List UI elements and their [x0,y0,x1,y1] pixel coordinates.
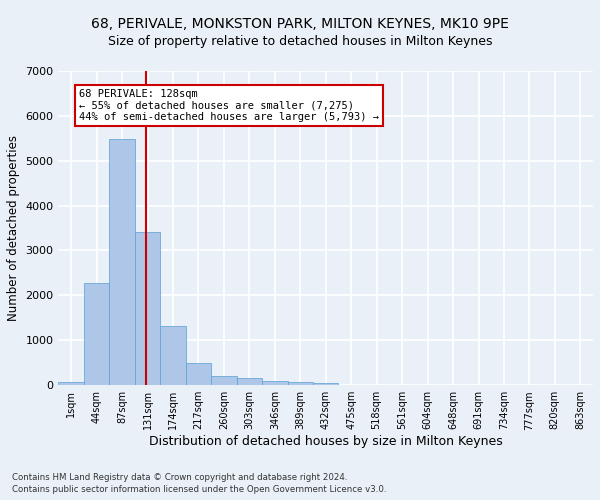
Text: Contains public sector information licensed under the Open Government Licence v3: Contains public sector information licen… [12,485,386,494]
Bar [186,363,211,385]
Bar [313,382,338,385]
Text: Size of property relative to detached houses in Milton Keynes: Size of property relative to detached ho… [108,35,492,48]
X-axis label: Distribution of detached houses by size in Milton Keynes: Distribution of detached houses by size … [149,435,503,448]
Bar [211,376,236,385]
Bar [236,378,262,385]
Bar [287,382,313,385]
Text: Contains HM Land Registry data © Crown copyright and database right 2024.: Contains HM Land Registry data © Crown c… [12,472,347,482]
Text: 68, PERIVALE, MONKSTON PARK, MILTON KEYNES, MK10 9PE: 68, PERIVALE, MONKSTON PARK, MILTON KEYN… [91,18,509,32]
Bar [160,326,186,385]
Bar [109,139,135,385]
Bar [262,381,287,385]
Y-axis label: Number of detached properties: Number of detached properties [7,135,20,321]
Bar [135,232,160,385]
Bar [84,283,109,385]
Bar [58,382,84,385]
Text: 68 PERIVALE: 128sqm
← 55% of detached houses are smaller (7,275)
44% of semi-det: 68 PERIVALE: 128sqm ← 55% of detached ho… [79,89,379,122]
